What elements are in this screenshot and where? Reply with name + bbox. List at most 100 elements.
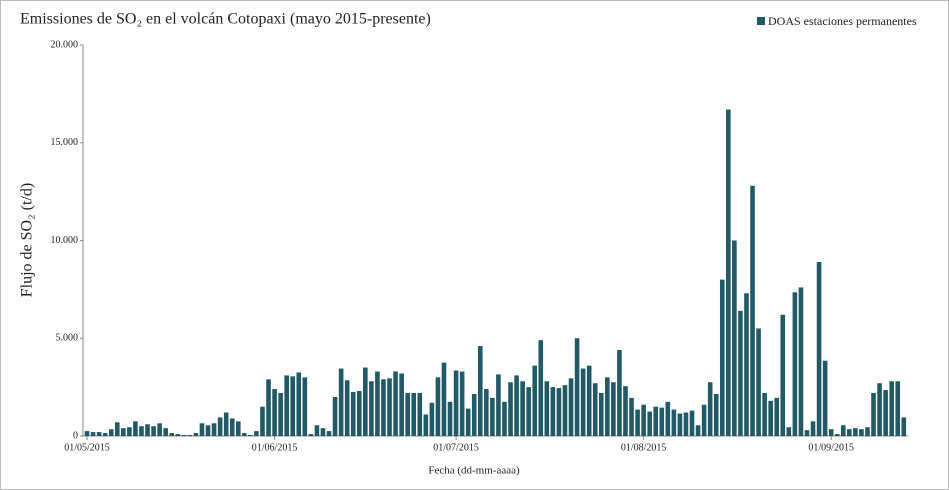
bar bbox=[550, 387, 556, 436]
bar bbox=[726, 109, 731, 436]
bar bbox=[393, 371, 398, 436]
bar bbox=[471, 393, 477, 436]
bar bbox=[598, 392, 604, 436]
bar bbox=[853, 428, 858, 436]
bar bbox=[199, 423, 205, 436]
bar bbox=[889, 381, 894, 436]
bar bbox=[84, 431, 90, 436]
bar bbox=[314, 425, 320, 436]
x-tick-label: 01/09/2015 bbox=[808, 442, 854, 453]
bar bbox=[647, 411, 652, 436]
legend-swatch bbox=[757, 17, 765, 25]
bar bbox=[520, 381, 525, 436]
bar bbox=[538, 340, 544, 436]
bar bbox=[399, 373, 404, 436]
bar bbox=[453, 370, 459, 436]
chart-title: Emissiones de SO₂ en el volcán Cotopaxi … bbox=[20, 11, 431, 28]
bar bbox=[108, 429, 114, 436]
bar bbox=[689, 410, 695, 436]
bar bbox=[163, 428, 168, 436]
bar bbox=[272, 389, 277, 436]
bar bbox=[665, 401, 671, 436]
bar bbox=[169, 433, 175, 436]
bar bbox=[175, 434, 181, 436]
bar bbox=[828, 429, 834, 436]
bar bbox=[586, 365, 592, 436]
bar bbox=[496, 374, 501, 436]
bar bbox=[901, 417, 907, 436]
legend-label: DOAS estaciones permanentes bbox=[768, 14, 917, 28]
bar bbox=[865, 427, 870, 436]
x-tick-label: 01/05/2015 bbox=[64, 442, 110, 453]
bar bbox=[653, 406, 659, 436]
bar bbox=[816, 262, 822, 436]
bar bbox=[181, 435, 187, 436]
y-tick-label: 5.000 bbox=[56, 333, 79, 344]
bar bbox=[447, 401, 453, 436]
bar bbox=[441, 362, 447, 436]
bar bbox=[423, 414, 429, 436]
bar bbox=[617, 349, 622, 436]
bar bbox=[792, 292, 798, 436]
bar bbox=[405, 392, 410, 436]
bar bbox=[611, 382, 616, 436]
bar bbox=[895, 381, 901, 436]
bar bbox=[659, 407, 665, 436]
bar bbox=[417, 392, 423, 436]
bar bbox=[750, 185, 755, 436]
bar bbox=[877, 383, 882, 436]
bar bbox=[242, 433, 247, 436]
bar bbox=[532, 365, 538, 436]
bar bbox=[568, 378, 574, 436]
bar bbox=[871, 392, 876, 436]
bar bbox=[738, 310, 743, 436]
bar bbox=[883, 390, 888, 436]
bar bbox=[114, 422, 120, 436]
bar bbox=[629, 397, 634, 436]
bar bbox=[127, 427, 132, 436]
bar bbox=[332, 396, 338, 436]
bar bbox=[695, 425, 701, 436]
y-tick-label: 20.000 bbox=[51, 39, 79, 50]
bar bbox=[187, 435, 193, 436]
bar bbox=[756, 328, 761, 436]
bar bbox=[193, 433, 199, 436]
bar bbox=[211, 423, 217, 436]
bar bbox=[223, 412, 229, 436]
bar bbox=[387, 378, 392, 436]
bar bbox=[484, 389, 489, 436]
bar bbox=[786, 427, 792, 436]
bar bbox=[302, 377, 308, 436]
bar bbox=[592, 383, 598, 436]
bar bbox=[605, 377, 610, 436]
bar bbox=[459, 371, 465, 436]
bar bbox=[435, 377, 441, 436]
bar bbox=[762, 392, 767, 436]
bar bbox=[810, 421, 816, 436]
bar bbox=[145, 424, 150, 436]
bar bbox=[677, 413, 683, 436]
bar bbox=[254, 431, 259, 436]
bar bbox=[363, 367, 368, 436]
bar bbox=[744, 293, 749, 436]
bar bbox=[701, 404, 707, 436]
bar bbox=[847, 429, 852, 436]
bar bbox=[641, 404, 646, 436]
bar bbox=[556, 388, 562, 436]
bar bbox=[229, 418, 235, 436]
bar bbox=[635, 409, 640, 436]
bar bbox=[508, 382, 513, 436]
bar bbox=[798, 287, 804, 436]
bar bbox=[205, 425, 211, 436]
bar bbox=[671, 409, 677, 436]
bar bbox=[350, 392, 356, 436]
bar bbox=[780, 314, 786, 436]
bar bbox=[840, 425, 846, 436]
bar bbox=[822, 360, 828, 436]
bar bbox=[308, 434, 314, 436]
bar bbox=[834, 434, 840, 436]
bar bbox=[683, 412, 689, 436]
bar bbox=[157, 423, 162, 436]
bar bbox=[526, 387, 531, 436]
bar bbox=[235, 421, 241, 436]
